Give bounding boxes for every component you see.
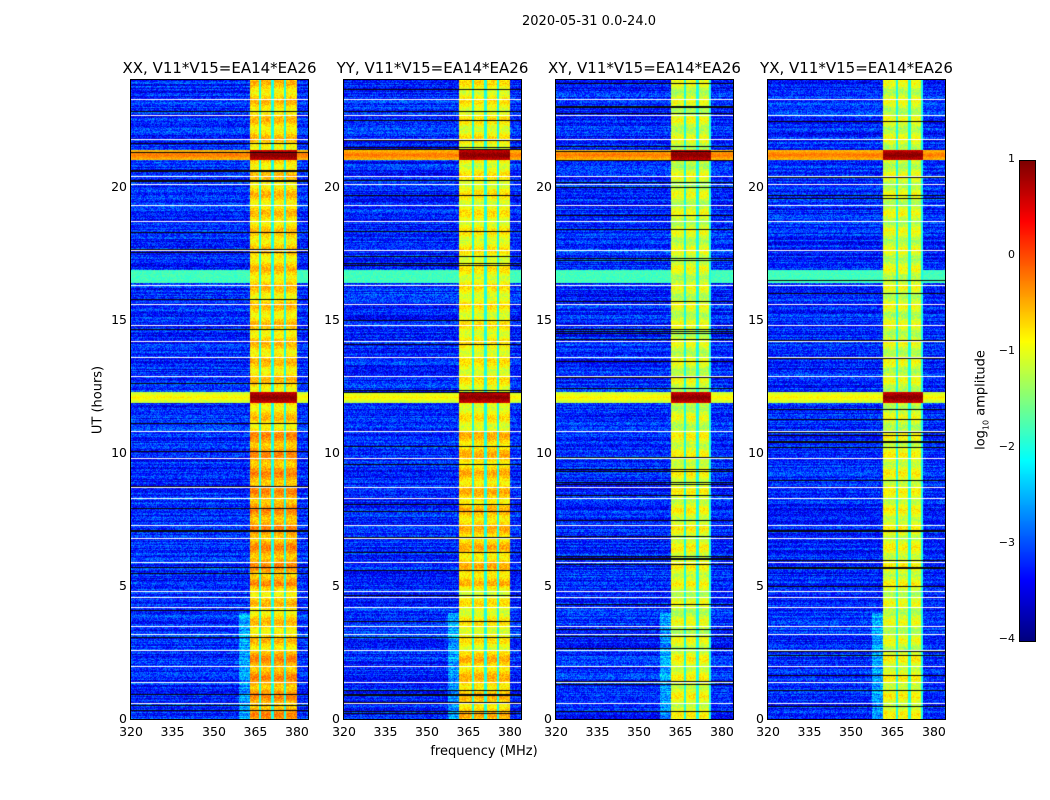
y-tick-label: 0 — [756, 711, 764, 726]
y-tick-label: 20 — [111, 178, 127, 194]
colorbar-gradient — [1020, 161, 1035, 641]
y-tick-label: 10 — [111, 444, 127, 460]
panel-title: XX, V11*V15=EA14*EA26 — [122, 59, 317, 77]
colorbar-tick-label: −4 — [998, 632, 1015, 645]
x-tick-label: 365 — [668, 724, 693, 739]
x-tick-label: 380 — [922, 724, 946, 739]
y-axis-label: UT (hours) — [90, 365, 106, 435]
x-tick-label: 380 — [710, 724, 734, 739]
x-tick-label: 350 — [839, 724, 863, 739]
panel-0-axes — [130, 79, 309, 720]
colorbar-tick-label: 1 — [1008, 152, 1015, 165]
x-tick-label: 365 — [880, 724, 905, 739]
panel-title: XY, V11*V15=EA14*EA26 — [548, 59, 741, 77]
x-tick-label: 320 — [756, 724, 780, 739]
panel-title: YX, V11*V15=EA14*EA26 — [760, 59, 953, 77]
x-tick-label: 350 — [627, 724, 651, 739]
y-tick-label: 15 — [111, 311, 127, 327]
x-tick-label: 335 — [585, 724, 610, 739]
panel-0-heatmap — [131, 80, 308, 719]
x-tick-label: 320 — [544, 724, 568, 739]
panel-3-heatmap — [768, 80, 945, 719]
x-tick-label: 335 — [373, 724, 398, 739]
colorbar — [1019, 160, 1036, 642]
panel-1-heatmap — [344, 80, 521, 719]
panel-3-axes — [767, 79, 946, 720]
x-tick-label: 365 — [456, 724, 481, 739]
colorbar-tick-label: −2 — [998, 440, 1015, 453]
y-tick-label: 0 — [544, 711, 552, 726]
y-tick-label: 10 — [748, 444, 764, 460]
y-tick-label: 0 — [332, 711, 340, 726]
y-tick-label: 20 — [748, 178, 764, 194]
x-tick-label: 380 — [498, 724, 522, 739]
panel-2-heatmap — [556, 80, 733, 719]
panel-1-axes — [343, 79, 522, 720]
colorbar-label: log10 amplitude — [973, 350, 991, 450]
x-tick-label: 335 — [160, 724, 185, 739]
panel-2-axes — [555, 79, 734, 720]
colorbar-tick-label: −1 — [998, 344, 1015, 357]
y-tick-label: 15 — [536, 311, 552, 327]
y-tick-label: 5 — [544, 577, 552, 593]
x-tick-label: 320 — [119, 724, 143, 739]
y-tick-label: 10 — [536, 444, 552, 460]
x-tick-label: 320 — [332, 724, 356, 739]
x-tick-label: 365 — [243, 724, 268, 739]
y-tick-label: 20 — [324, 178, 340, 194]
y-tick-label: 5 — [332, 577, 340, 593]
panel-title: YY, V11*V15=EA14*EA26 — [336, 59, 529, 77]
colorbar-tick-label: −3 — [998, 536, 1015, 549]
x-tick-label: 335 — [797, 724, 822, 739]
y-tick-label: 20 — [536, 178, 552, 194]
x-tick-label: 350 — [415, 724, 439, 739]
colorbar-tick-label: 0 — [1008, 248, 1015, 261]
y-tick-label: 15 — [324, 311, 340, 327]
x-tick-label: 350 — [202, 724, 226, 739]
y-tick-label: 15 — [748, 311, 764, 327]
y-tick-label: 5 — [119, 577, 127, 593]
x-axis-label: frequency (MHz) — [430, 744, 538, 759]
x-tick-label: 380 — [285, 724, 309, 739]
y-tick-label: 5 — [756, 577, 764, 593]
y-tick-label: 0 — [119, 711, 127, 726]
y-tick-label: 10 — [324, 444, 340, 460]
figure-title: 2020-05-31 0.0-24.0 — [522, 14, 656, 29]
